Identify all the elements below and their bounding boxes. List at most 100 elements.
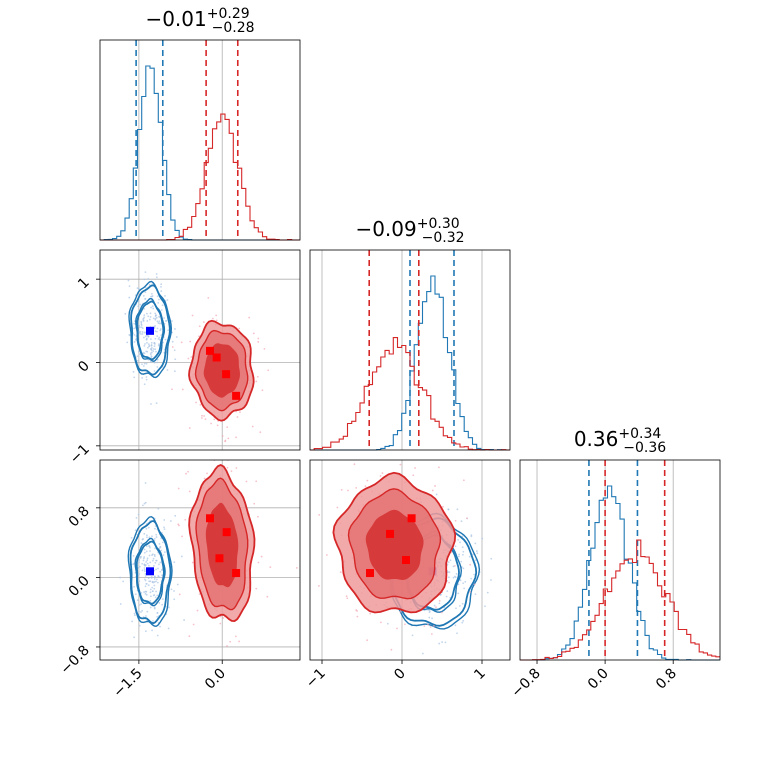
sample-point <box>144 630 147 633</box>
sample-point <box>171 340 174 343</box>
panel-4-plot <box>119 460 298 647</box>
sample-point <box>259 431 262 434</box>
sample-point <box>154 330 157 333</box>
sample-point <box>458 605 461 607</box>
sample-point <box>474 593 477 596</box>
sample-point <box>138 624 141 627</box>
sample-point <box>139 303 142 306</box>
sample-point <box>463 587 465 590</box>
sample-point <box>381 472 384 474</box>
sample-point <box>149 353 152 356</box>
sample-point <box>160 334 163 337</box>
sample-point <box>149 599 152 602</box>
sample-point <box>159 625 161 628</box>
sample-point <box>462 479 465 482</box>
sample-point <box>404 623 406 626</box>
sample-point <box>154 337 157 340</box>
sample-point <box>336 506 339 509</box>
sample-point <box>150 292 153 295</box>
sample-point <box>133 333 136 336</box>
sample-point <box>145 561 148 563</box>
sample-point <box>461 602 464 605</box>
marker-point <box>232 391 241 400</box>
sample-point <box>147 526 150 529</box>
contour-line-outer <box>188 319 255 422</box>
y-tick-label: −0.8 <box>57 642 92 677</box>
sample-point <box>156 634 159 637</box>
sample-point <box>430 633 433 635</box>
y-tick-label: 0.0 <box>66 573 93 600</box>
sample-point <box>160 309 163 311</box>
sample-point <box>448 576 450 579</box>
sample-point <box>137 300 140 303</box>
sample-point <box>188 635 191 638</box>
sample-point <box>438 466 440 469</box>
marker-point <box>366 569 374 578</box>
sample-point <box>134 529 137 532</box>
sample-point <box>215 319 218 322</box>
sample-point <box>245 480 248 483</box>
sample-point <box>154 325 156 327</box>
sample-point <box>157 301 160 304</box>
sample-point <box>180 555 183 558</box>
sample-point <box>196 609 199 612</box>
sample-point <box>453 575 456 578</box>
sample-point <box>346 597 349 600</box>
sample-point <box>140 611 142 613</box>
contour-fill-level-0 <box>205 502 239 588</box>
sample-point <box>145 582 148 585</box>
sample-point <box>469 591 472 593</box>
sample-point <box>150 575 153 578</box>
sample-point <box>460 520 463 523</box>
sample-point <box>161 598 164 601</box>
sample-point <box>148 580 151 583</box>
sample-point <box>138 561 140 564</box>
sample-point <box>138 326 141 329</box>
sample-point <box>157 344 160 347</box>
contour-line-outer <box>188 464 256 623</box>
sample-point <box>145 545 148 548</box>
sample-point <box>167 627 170 630</box>
sample-point <box>160 283 163 286</box>
sample-point <box>461 535 464 538</box>
sample-point <box>154 575 156 578</box>
sample-point <box>154 318 157 321</box>
sample-point <box>458 553 461 556</box>
sample-point <box>143 383 146 386</box>
sample-point <box>173 370 176 373</box>
sample-point <box>156 581 159 584</box>
sample-point <box>150 403 152 405</box>
sample-point <box>143 331 146 334</box>
sample-point <box>140 542 143 545</box>
sample-point <box>163 519 166 521</box>
sample-point <box>138 353 141 356</box>
sample-point <box>157 507 160 510</box>
sample-point <box>318 585 320 587</box>
sample-point <box>221 435 224 437</box>
sample-point <box>369 612 372 615</box>
sample-point <box>177 523 180 526</box>
sample-point <box>490 557 493 560</box>
sample-point <box>145 312 148 315</box>
sample-point <box>146 350 149 353</box>
sample-point <box>175 336 178 338</box>
sample-point <box>461 621 464 624</box>
sample-point <box>147 278 149 280</box>
x-tick-label: 0.8 <box>653 666 680 693</box>
sample-point <box>158 563 160 566</box>
sample-point <box>490 579 492 581</box>
sample-point <box>473 573 476 576</box>
sample-point <box>155 350 157 353</box>
sample-point <box>144 271 147 274</box>
sample-point <box>133 376 136 379</box>
sample-point <box>161 569 163 571</box>
sample-point <box>155 533 158 536</box>
sample-point <box>157 575 160 578</box>
sample-point <box>156 611 159 614</box>
sample-point <box>138 559 140 561</box>
sample-point <box>446 563 449 566</box>
sample-point <box>455 607 457 610</box>
sample-point <box>447 508 450 511</box>
sample-point <box>427 623 429 626</box>
